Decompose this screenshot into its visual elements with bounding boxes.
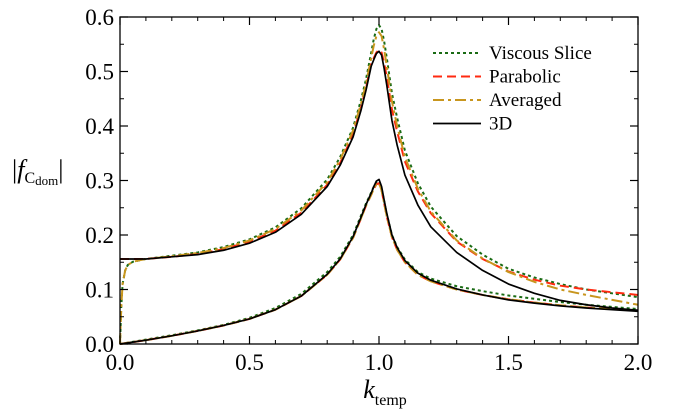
x-tick-label: 0.5 (235, 350, 264, 375)
y-tick-label: 0.6 (85, 5, 114, 30)
y-tick-label: 0.2 (85, 223, 114, 248)
axis-ticks: 0.0 0.5 1.0 1.5 2.0 0.0 0.1 0.2 0.3 0.4 0.5 0.6 (85, 5, 652, 375)
x-tick-label: 0.0 (106, 350, 135, 375)
averaged-lower-curve (119, 182, 639, 345)
y-axis-label-subscript: C (24, 170, 35, 187)
y-tick-label: 0.1 (85, 278, 114, 303)
y-tick-label: 0.3 (85, 169, 114, 194)
legend-label-parabolic: Parabolic (489, 67, 561, 88)
viscous-slice-lower-curve (119, 181, 639, 345)
3d-lower-curve (119, 178, 639, 345)
legend-label-averaged: Averaged (489, 90, 562, 111)
3d-upper-curve (120, 50, 639, 312)
x-tick-label: 1.5 (494, 350, 523, 375)
y-axis-label-subsubscript: dom (35, 173, 58, 188)
x-tick-label: 2.0 (624, 350, 653, 375)
x-axis-label: ktemp (363, 375, 407, 409)
legend-label-3d: 3D (489, 114, 512, 135)
x-axis-label-base: k (363, 375, 375, 404)
viscous-slice-upper-curve (119, 24, 639, 345)
y-tick-label: 0.0 (85, 332, 114, 357)
y-axis-label-close-bar: | (58, 155, 63, 184)
y-axis-label-open-bar: | (12, 155, 17, 184)
y-axis-label-base: f (17, 155, 28, 184)
legend-label-viscous-slice: Viscous Slice (489, 43, 592, 64)
y-axis-label: |fCdom| (12, 155, 63, 188)
y-tick-label: 0.4 (85, 114, 114, 139)
y-tick-label: 0.5 (85, 60, 114, 85)
chart-curves (119, 24, 639, 345)
x-tick-label: 1.0 (365, 350, 394, 375)
parabolic-lower-curve (119, 182, 639, 345)
x-axis-label-subscript: temp (375, 392, 407, 409)
